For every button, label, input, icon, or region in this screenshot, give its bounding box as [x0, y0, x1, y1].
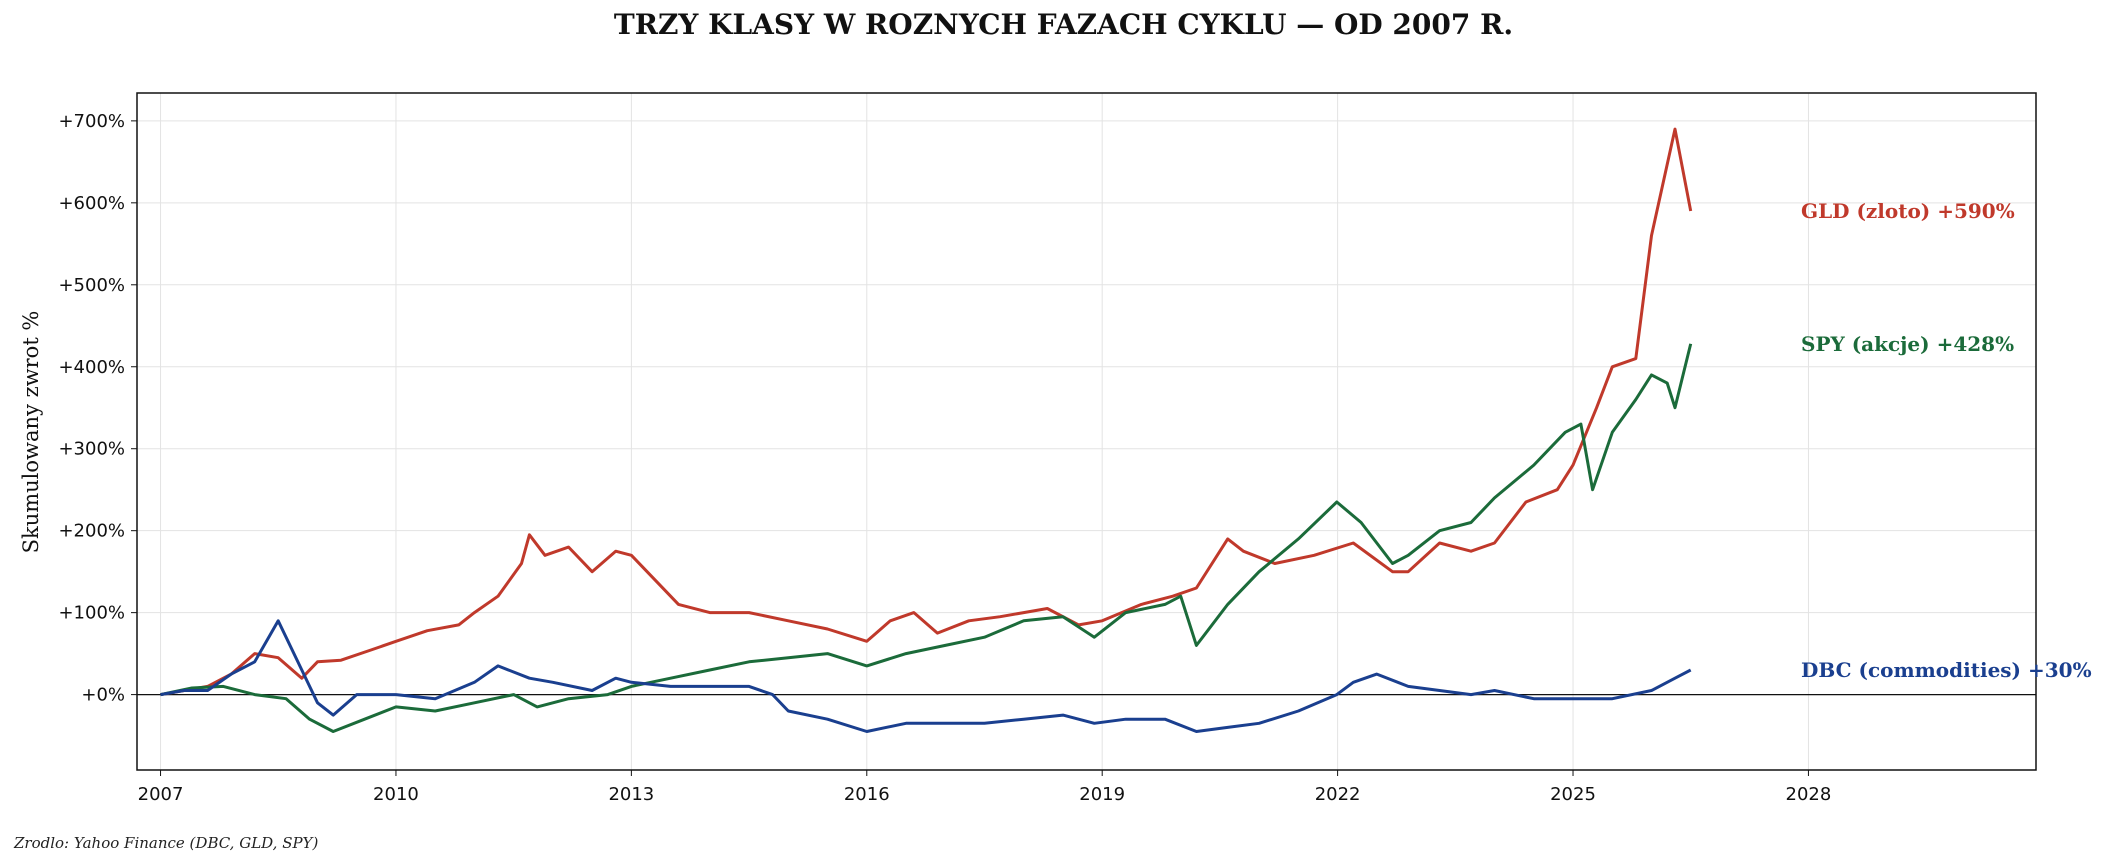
x-tick-label: 2016	[844, 784, 890, 805]
end-label-dbc: DBC (commodities) +30%	[1801, 658, 2092, 682]
x-tick-label: 2025	[1550, 784, 1596, 805]
plot-frame	[136, 92, 2037, 771]
end-labels: GLD (zloto) +590% SPY (akcje) +428% DBC (c…	[1801, 199, 2092, 682]
grid	[137, 93, 2036, 770]
source-note: Zrodlo: Yahoo Finance (DBC, GLD, SPY)	[14, 834, 319, 852]
y-tick-label: +500%	[58, 275, 125, 296]
y-axis: +0% +100% +200% +300% +400% +500% +600% +700%	[58, 111, 137, 706]
y-tick-label: +0%	[81, 685, 125, 706]
x-tick-label: 2022	[1315, 784, 1361, 805]
series-lines	[160, 127, 1693, 733]
y-tick-label: +200%	[58, 521, 125, 542]
x-tick-label: 2028	[1786, 784, 1832, 805]
x-tick-label: 2010	[373, 784, 419, 805]
y-tick-label: +300%	[58, 439, 125, 460]
y-tick-label: +400%	[58, 357, 125, 378]
x-axis: 2007 2010 2013 2016 2019 2022 2025 2028	[138, 770, 1832, 805]
series-line-spy	[160, 343, 1693, 733]
y-tick-label: +100%	[58, 603, 125, 624]
end-label-spy: SPY (akcje) +428%	[1801, 332, 2014, 356]
chart-title: TRZY KLASY W ROZNYCH FAZACH CYKLU — OD 2…	[613, 8, 1514, 41]
x-tick-label: 2007	[138, 784, 184, 805]
series-line-dbc	[160, 619, 1692, 733]
x-tick-label: 2019	[1079, 784, 1125, 805]
y-tick-label: +600%	[58, 193, 125, 214]
x-tick-label: 2013	[608, 784, 654, 805]
series-line-gld	[160, 127, 1693, 697]
end-label-gld: GLD (zloto) +590%	[1801, 199, 2015, 223]
y-tick-label: +700%	[58, 111, 125, 132]
y-axis-label: Skumulowany zwrot %	[19, 311, 43, 554]
